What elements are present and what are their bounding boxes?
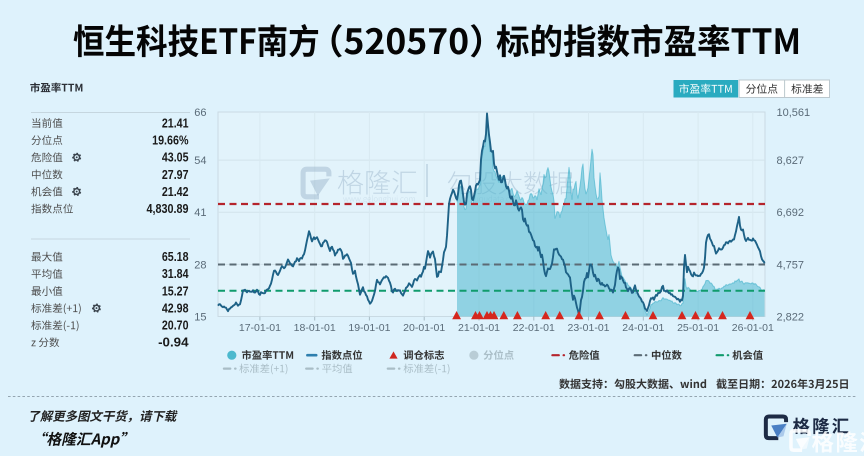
svg-text:19.66%: 19.66%: [152, 134, 188, 148]
svg-text:21-01-01: 21-01-01: [458, 322, 500, 334]
svg-text:24-01-01: 24-01-01: [622, 322, 664, 334]
svg-text:65.18: 65.18: [162, 250, 189, 264]
svg-text:8,627: 8,627: [777, 155, 805, 167]
svg-text:4,830.89: 4,830.89: [147, 202, 189, 216]
svg-text:28: 28: [194, 259, 206, 271]
svg-text:66: 66: [194, 107, 206, 119]
svg-text:54: 54: [194, 155, 206, 167]
svg-text:15.27: 15.27: [162, 284, 189, 298]
svg-text:2,822: 2,822: [777, 311, 805, 323]
svg-text:25-01-01: 25-01-01: [677, 322, 719, 334]
svg-text:17-01-01: 17-01-01: [239, 322, 281, 334]
svg-text:21.42: 21.42: [162, 185, 189, 199]
svg-text:26-01-01: 26-01-01: [732, 322, 774, 334]
svg-text:42.98: 42.98: [162, 302, 189, 316]
svg-text:-0.94: -0.94: [158, 336, 188, 350]
svg-text:15: 15: [194, 311, 206, 323]
svg-text:41: 41: [194, 207, 206, 219]
svg-text:10,561: 10,561: [777, 107, 811, 119]
svg-text:6,692: 6,692: [777, 207, 805, 219]
svg-text:4,757: 4,757: [777, 259, 805, 271]
svg-text:43.05: 43.05: [162, 151, 189, 165]
svg-text:21.41: 21.41: [162, 116, 189, 130]
svg-text:19-01-01: 19-01-01: [348, 322, 390, 334]
svg-text:20.70: 20.70: [162, 319, 189, 333]
svg-text:18-01-01: 18-01-01: [294, 322, 336, 334]
svg-text:20-01-01: 20-01-01: [403, 322, 445, 334]
svg-text:27.97: 27.97: [162, 168, 189, 182]
svg-text:22-01-01: 22-01-01: [513, 322, 555, 334]
svg-text:31.84: 31.84: [162, 267, 189, 281]
svg-text:23-01-01: 23-01-01: [567, 322, 609, 334]
